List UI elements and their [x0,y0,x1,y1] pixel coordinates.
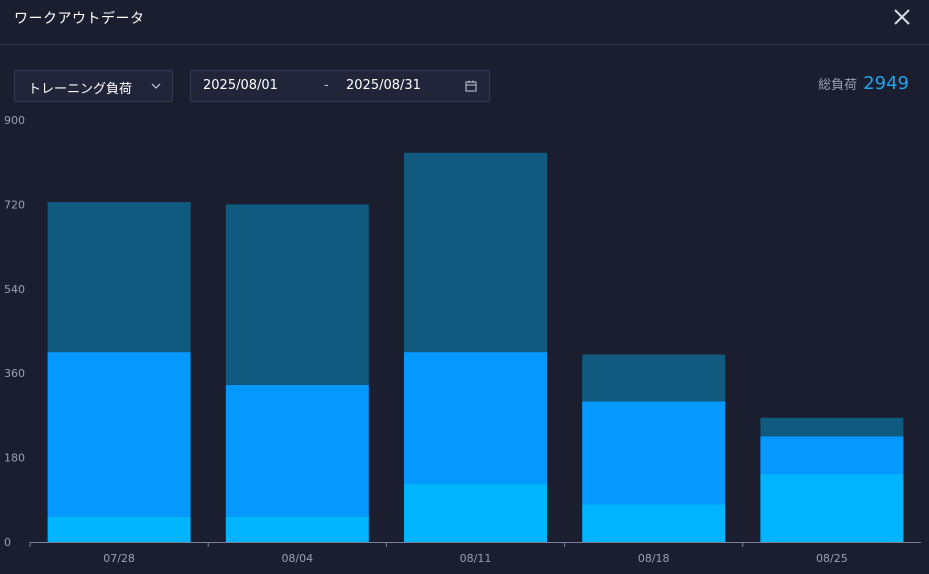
x-tick-label: 08/18 [638,552,670,565]
bar-segment-08-18-s1[interactable] [582,401,726,505]
y-tick-label: 0 [4,536,11,549]
y-tick-label: 720 [4,198,25,211]
bar-segment-08-25-s1[interactable] [760,436,904,475]
bar-segment-08-18-s2[interactable] [582,354,726,402]
metric-select-value: トレーニング負荷 [28,82,133,97]
bar-segment-08-04-s1[interactable] [225,384,369,517]
x-tick-label: 08/11 [460,552,492,565]
total-load-label: 総負荷 [818,78,858,93]
y-tick-label: 900 [4,114,25,127]
x-tick-label: 07/28 [103,552,135,565]
x-tick-label: 08/25 [816,552,848,565]
y-tick-label: 360 [4,367,25,380]
window-title: ワークアウトデータ [14,11,145,27]
metric-select[interactable]: トレーニング負荷 [14,70,173,102]
date-range-picker[interactable]: 2025/08/01 - 2025/08/31 [190,70,490,102]
total-load: 総負荷 2949 [818,73,909,94]
bar-segment-07-28-s1[interactable] [47,352,191,517]
title-bar: ワークアウトデータ [0,0,929,45]
date-separator: - [324,78,329,93]
training-load-chart: 0 180 360 540 720 900 07/28 08/04 08/11 08/18 08/2… [4,114,921,565]
bar-segment-08-18-s0[interactable] [582,504,726,542]
bar-segment-08-25-s2[interactable] [760,417,904,437]
close-icon [894,9,910,25]
bar-segment-07-28-s0[interactable] [47,516,191,542]
start-date-input[interactable]: 2025/08/01 [203,78,278,93]
x-tick-label: 08/04 [281,552,313,565]
chevron-down-icon [151,83,161,89]
bar-segment-07-28-s2[interactable] [47,202,191,353]
y-tick-label: 540 [4,283,25,296]
end-date-input[interactable]: 2025/08/31 [346,78,421,93]
calendar-icon[interactable] [465,80,477,92]
close-button[interactable] [891,6,913,28]
total-load-value: 2949 [863,73,909,94]
bar-segment-08-04-s2[interactable] [225,204,369,385]
bar-segment-08-04-s0[interactable] [225,516,369,542]
bar-segment-08-11-s0[interactable] [404,483,547,542]
bar-segment-08-11-s2[interactable] [404,152,547,353]
bar-segment-08-11-s1[interactable] [404,352,547,484]
y-tick-label: 180 [4,452,25,465]
bar-segment-08-25-s0[interactable] [760,474,904,542]
